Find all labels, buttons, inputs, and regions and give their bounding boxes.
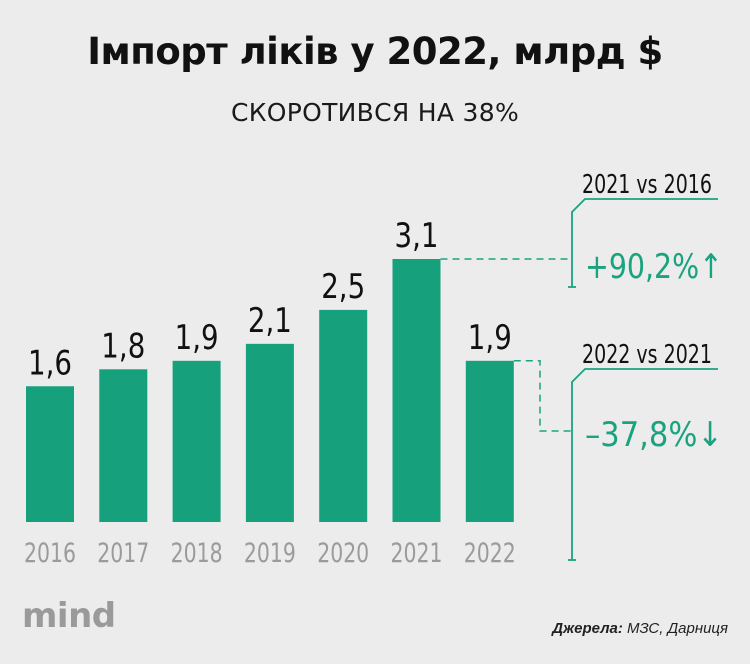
bracket-2021-vs-2016 xyxy=(571,198,718,287)
bracket-2022-vs-2021 xyxy=(571,368,718,560)
bar-2020 xyxy=(319,309,368,522)
comparison-value: +90,2%↑ xyxy=(585,247,723,287)
source-label: Джерела: xyxy=(552,620,623,637)
bar-value-label: 1,9 xyxy=(175,318,219,358)
chart-title: Імпорт ліків у 2022, млрд $ xyxy=(87,30,663,73)
x-tick-label: 2021 xyxy=(391,538,443,569)
bar-2019 xyxy=(245,343,294,522)
x-tick-label: 2019 xyxy=(244,538,296,569)
comparison-value: –37,8%↓ xyxy=(585,415,723,455)
x-tick-label: 2017 xyxy=(97,538,149,569)
x-tick-label: 2018 xyxy=(171,538,223,569)
bar-2018 xyxy=(172,360,221,522)
comparison-title: 2021 vs 2016 xyxy=(582,170,712,200)
bar-value-label: 1,9 xyxy=(468,318,512,358)
x-tick-label: 2016 xyxy=(24,538,76,569)
source-note: Джерела: МЗС, Дарниця xyxy=(552,620,728,637)
bar-value-label: 2,5 xyxy=(321,267,365,307)
bar-value-label: 2,1 xyxy=(248,301,292,341)
chart-subtitle: СКОРОТИВСЯ НА 38% xyxy=(230,98,520,127)
bar-2017 xyxy=(99,369,148,522)
leader-line-2022 xyxy=(513,360,572,432)
bar-value-label: 1,6 xyxy=(28,343,72,383)
comparison-title: 2022 vs 2021 xyxy=(582,340,712,370)
bar-2016 xyxy=(26,386,74,522)
x-tick-label: 2020 xyxy=(317,538,369,569)
bar-value-label: 1,8 xyxy=(101,326,145,366)
mind-logo: mind xyxy=(22,596,116,636)
source-text: МЗС, Дарниця xyxy=(622,620,728,637)
bar-2021 xyxy=(392,259,441,522)
x-tick-label: 2022 xyxy=(464,538,516,569)
bar-value-label: 3,1 xyxy=(395,216,439,256)
bar-2022 xyxy=(465,360,514,522)
